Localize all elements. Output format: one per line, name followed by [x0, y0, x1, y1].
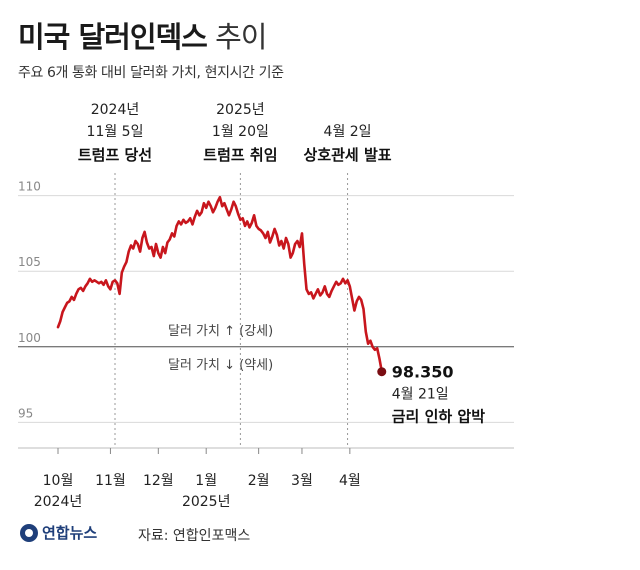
x-tick-label: 2월	[248, 473, 270, 489]
yonhap-logo-icon	[20, 523, 38, 542]
event-date: 4월 2일	[324, 124, 372, 140]
source-note: 자료: 연합인포맥스	[138, 528, 251, 544]
last-point-marker	[377, 367, 387, 377]
baseline-up-label: 달러 가치 ↑ (강세)	[168, 324, 273, 339]
x-tick-sublabel: 2025년	[182, 494, 231, 510]
x-tick-label: 3월	[291, 473, 313, 489]
series-line	[56, 195, 384, 374]
event-label: 트럼프 취임	[203, 146, 277, 164]
event-year: 2025년	[216, 102, 265, 118]
x-tick-label: 10월	[43, 473, 74, 489]
event-year: 2024년	[91, 102, 140, 118]
x-tick-label: 1월	[195, 473, 217, 489]
y-tick-label: 105	[18, 255, 41, 269]
event-label: 상호관세 발표	[304, 146, 392, 164]
last-value-label: 98.350	[392, 363, 454, 382]
baseline-down-label: 달러 가치 ↓ (약세)	[168, 358, 273, 373]
y-tick-label: 95	[18, 406, 33, 420]
event-label: 트럼프 당선	[78, 146, 152, 164]
subtitle: 주요 6개 통화 대비 달러화 가치, 현지시간 기준	[18, 65, 284, 81]
y-tick-label: 110	[18, 180, 41, 194]
x-tick-label: 12월	[143, 473, 174, 489]
page-title: 미국 달러인덱스 추이	[18, 20, 267, 54]
x-tick-label: 4월	[339, 473, 361, 489]
x-tick-label: 11월	[95, 473, 126, 489]
y-tick-label: 100	[18, 331, 41, 345]
last-date-label: 4월 21일	[392, 387, 449, 403]
yonhap-logo: 연합뉴스	[20, 522, 97, 543]
last-note-label: 금리 인하 압박	[392, 408, 485, 426]
event-date: 11월 5일	[87, 124, 144, 140]
event-date: 1월 20일	[212, 124, 269, 140]
x-tick-sublabel: 2024년	[34, 494, 83, 510]
